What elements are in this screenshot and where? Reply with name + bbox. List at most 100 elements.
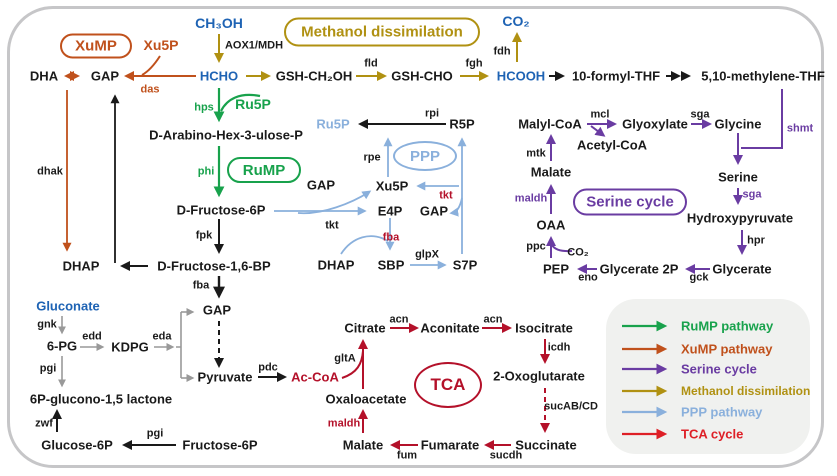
enzyme-gnk: gnk [37,318,57,331]
legend-item-ppp: PPP pathway [681,404,763,420]
tca-cycle-box: TCA [414,362,482,408]
node-gluconate: Gluconate [36,298,100,314]
enzyme-fpk: fpk [195,229,213,242]
xump-pathway-title: XuMP [75,37,117,55]
node-fructose-16bp: D-Fructose-1,6-BP [157,258,271,274]
ppp-pathway-title: PPP [409,147,440,165]
node-fructose-6p-bottom: Fructose-6P [182,437,258,453]
enzyme-sga-mid: sga [742,188,762,201]
enzyme-pgi-bottom: pgi [146,427,164,440]
node-fructose-6p: D-Fructose-6P [176,202,266,218]
legend-panel [606,299,810,454]
enzyme-tkt-black: tkt [325,219,339,232]
node-acetyl-coa-serine: Acetyl-CoA [576,137,648,153]
legend-item-methanol: Methanol dissimilation [681,384,811,398]
enzyme-maldh-tca: maldh [327,417,361,430]
node-e4p: E4P [377,203,403,219]
node-gsh-ch2oh: GSH-CH₂OH [275,68,353,84]
node-oaa: OAA [536,217,566,233]
enzyme-rpi: rpi [424,107,440,120]
enzyme-gck: gck [689,271,709,284]
enzyme-fgh: fgh [465,57,483,70]
node-malyl-coa: Malyl-CoA [518,116,582,132]
enzyme-mtk: mtk [526,147,546,160]
methanol-dissimilation-box: Methanol dissimilation [284,17,480,47]
enzyme-dhak: dhak [37,165,63,178]
node-10-formyl-thf: 10-formyl-THF [571,68,661,84]
node-co2-serine: CO₂ [567,246,589,259]
enzyme-acn-2: acn [483,313,503,326]
enzyme-tkt-red: tkt [439,189,453,202]
node-glucose-6p: Glucose-6P [41,437,113,453]
enzyme-hps: hps [194,101,214,114]
enzyme-ppc: ppc [526,240,546,253]
node-oxaloacetate: Oxaloacetate [325,391,407,407]
node-gap-ppp-left: GAP [306,177,336,193]
node-6p-glucono-lactone: 6P-glucono-1,5 lactone [29,391,173,407]
node-malate-tca: Malate [342,437,384,453]
node-isocitrate: Isocitrate [515,320,573,336]
node-formaldehyde: HCHO [199,68,239,84]
node-dha: DHA [29,68,59,84]
node-citrate: Citrate [344,320,386,336]
node-xu5p-xump: Xu5P [143,37,179,53]
node-succinate: Succinate [515,437,577,453]
enzyme-fba-red: fba [382,231,400,244]
node-dhap-left: DHAP [62,258,100,274]
enzyme-fdh: fdh [493,45,511,58]
serine-cycle-box: Serine cycle [573,188,687,216]
enzyme-phi: phi [197,165,215,178]
node-arabino-hex-ulose-p: D-Arabino-Hex-3-ulose-P [149,127,303,143]
node-formate: HCOOH [496,68,546,84]
node-pyruvate: Pyruvate [197,369,253,385]
legend-item-rump: RuMP pathway [681,318,774,334]
node-r5p: R5P [449,116,475,132]
node-ru5p-rump: Ru5P [235,96,271,112]
node-methanol: CH₃OH [195,15,243,31]
node-co2-top: CO₂ [502,13,530,29]
enzyme-rpe: rpe [363,151,381,164]
figure-border [7,6,824,468]
enzyme-acn-1: acn [389,313,409,326]
node-xu5p-ppp: Xu5P [375,178,409,194]
enzyme-sga-top: sga [690,108,710,121]
enzyme-glta: gltA [334,352,356,365]
node-acetyl-coa-tca: Ac-CoA [291,369,339,385]
enzyme-eno: eno [578,271,598,284]
node-s7p: S7P [452,257,478,273]
node-gap-ppp-right: GAP [419,203,449,219]
node-2-oxoglutarate: 2-Oxoglutarate [493,368,585,384]
node-glycerate: Glycerate [712,261,772,277]
node-dhap-mid: DHAP [317,257,355,273]
enzyme-mcl: mcl [590,108,610,121]
enzyme-fld: fld [364,57,378,70]
node-6pg: 6-PG [46,338,78,354]
tca-cycle-title: TCA [430,375,466,394]
enzyme-maldh-serine: maldh [514,192,548,205]
legend-item-serine: Serine cycle [681,361,757,377]
enzyme-icdh: icdh [547,341,571,354]
enzyme-sucdh: sucdh [489,449,523,462]
ppp-pathway-box: PPP [393,141,457,171]
node-glycerate-2p: Glycerate 2P [599,261,679,277]
enzyme-das: das [140,83,160,96]
legend-item-xump: XuMP pathway [681,341,773,357]
enzyme-fba-left: fba [192,279,210,292]
node-glycine: Glycine [714,116,762,132]
enzyme-shmt: shmt [786,122,814,135]
node-gap-ed: GAP [202,302,232,318]
xump-pathway-box: XuMP [60,33,132,59]
node-aconitate: Aconitate [420,320,480,336]
node-fumarate: Fumarate [420,437,480,453]
enzyme-fum: fum [396,449,418,462]
enzyme-pdc: pdc [258,361,278,374]
node-gap-top: GAP [90,68,120,84]
node-serine: Serine [718,169,758,185]
node-malate-serine: Malate [530,164,572,180]
node-hydroxypyruvate: Hydroxypyruvate [686,210,794,226]
node-methylene-thf: 5,10-methylene-THF [701,68,825,84]
enzyme-eda: eda [152,330,172,343]
node-ru5p-ppp: Ru5P [316,116,350,132]
node-pep: PEP [542,261,570,277]
